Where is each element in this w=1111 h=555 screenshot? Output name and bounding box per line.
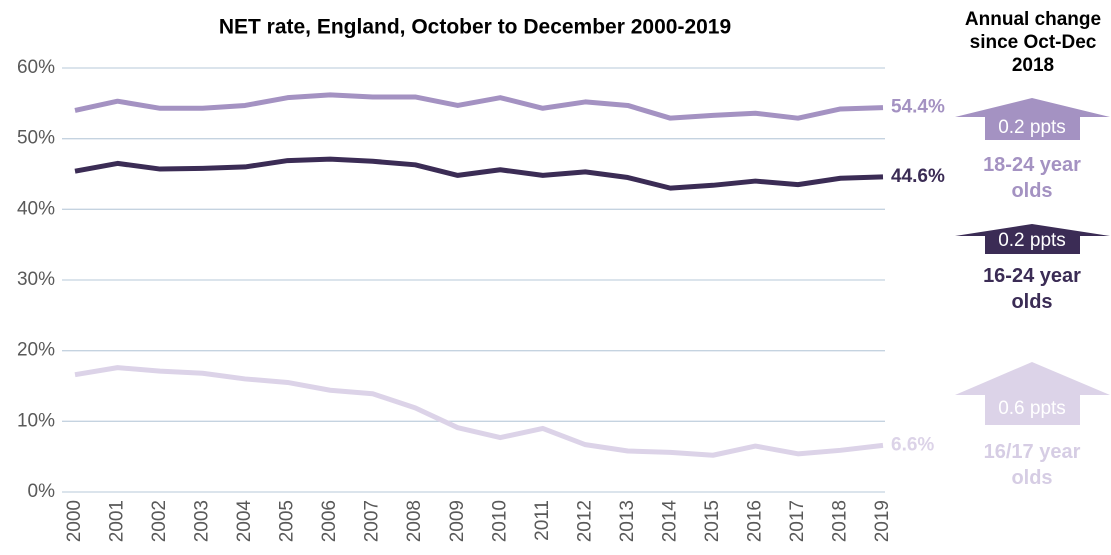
series-name: 18-24 year olds <box>983 154 1081 202</box>
x-tick-label: 2014 <box>659 500 680 543</box>
x-tick-label: 2011 <box>532 500 553 541</box>
x-tick-label: 2007 <box>362 500 383 542</box>
y-tick-label: 50% <box>17 128 55 149</box>
x-tick-label: 2002 <box>149 500 170 542</box>
x-tick-label: 2019 <box>872 500 893 542</box>
x-tick-label: 2000 <box>64 500 85 542</box>
x-tick-label: 2006 <box>319 500 340 542</box>
change-arrow <box>955 98 1110 140</box>
change-arrow <box>955 362 1110 425</box>
x-tick-label: 2016 <box>744 500 765 542</box>
chart-title: NET rate, England, October to December 2… <box>219 16 731 39</box>
y-tick-label: 0% <box>28 481 56 502</box>
x-tick-label: 2013 <box>617 500 638 542</box>
series-name: 16/17 year olds <box>983 441 1081 489</box>
x-tick-label: 2018 <box>829 500 850 542</box>
x-tick-label: 2001 <box>107 500 128 542</box>
series-line <box>74 156 884 191</box>
x-tick-label: 2003 <box>192 500 213 542</box>
x-tick-label: 2010 <box>489 500 510 542</box>
x-tick-label: 2004 <box>234 500 255 543</box>
y-tick-label: 10% <box>17 410 55 431</box>
x-tick-label: 2005 <box>277 500 298 542</box>
y-tick-label: 30% <box>17 269 55 290</box>
data-label: 6.6% <box>891 434 934 455</box>
x-tick-label: 2017 <box>787 500 808 542</box>
change-label: 0.2 ppts <box>998 230 1066 251</box>
change-label: 0.6 ppts <box>998 398 1066 419</box>
series-name: 16-24 year olds <box>983 265 1081 313</box>
x-tick-label: 2008 <box>404 500 425 542</box>
x-tick-label: 2012 <box>574 500 595 542</box>
x-tick-label: 2009 <box>447 500 468 542</box>
x-tick-label: 2015 <box>702 500 723 542</box>
series-line <box>74 92 884 121</box>
change-label: 0.2 ppts <box>998 117 1066 138</box>
y-tick-label: 60% <box>17 57 55 78</box>
annotation: Annual change since Oct-Dec 2018 <box>964 9 1102 76</box>
y-tick-label: 40% <box>17 198 55 219</box>
y-tick-label: 20% <box>17 340 55 361</box>
series-line <box>74 365 884 458</box>
data-label: 54.4% <box>891 97 945 118</box>
change-arrow <box>955 224 1110 254</box>
data-label: 44.6% <box>891 166 945 187</box>
